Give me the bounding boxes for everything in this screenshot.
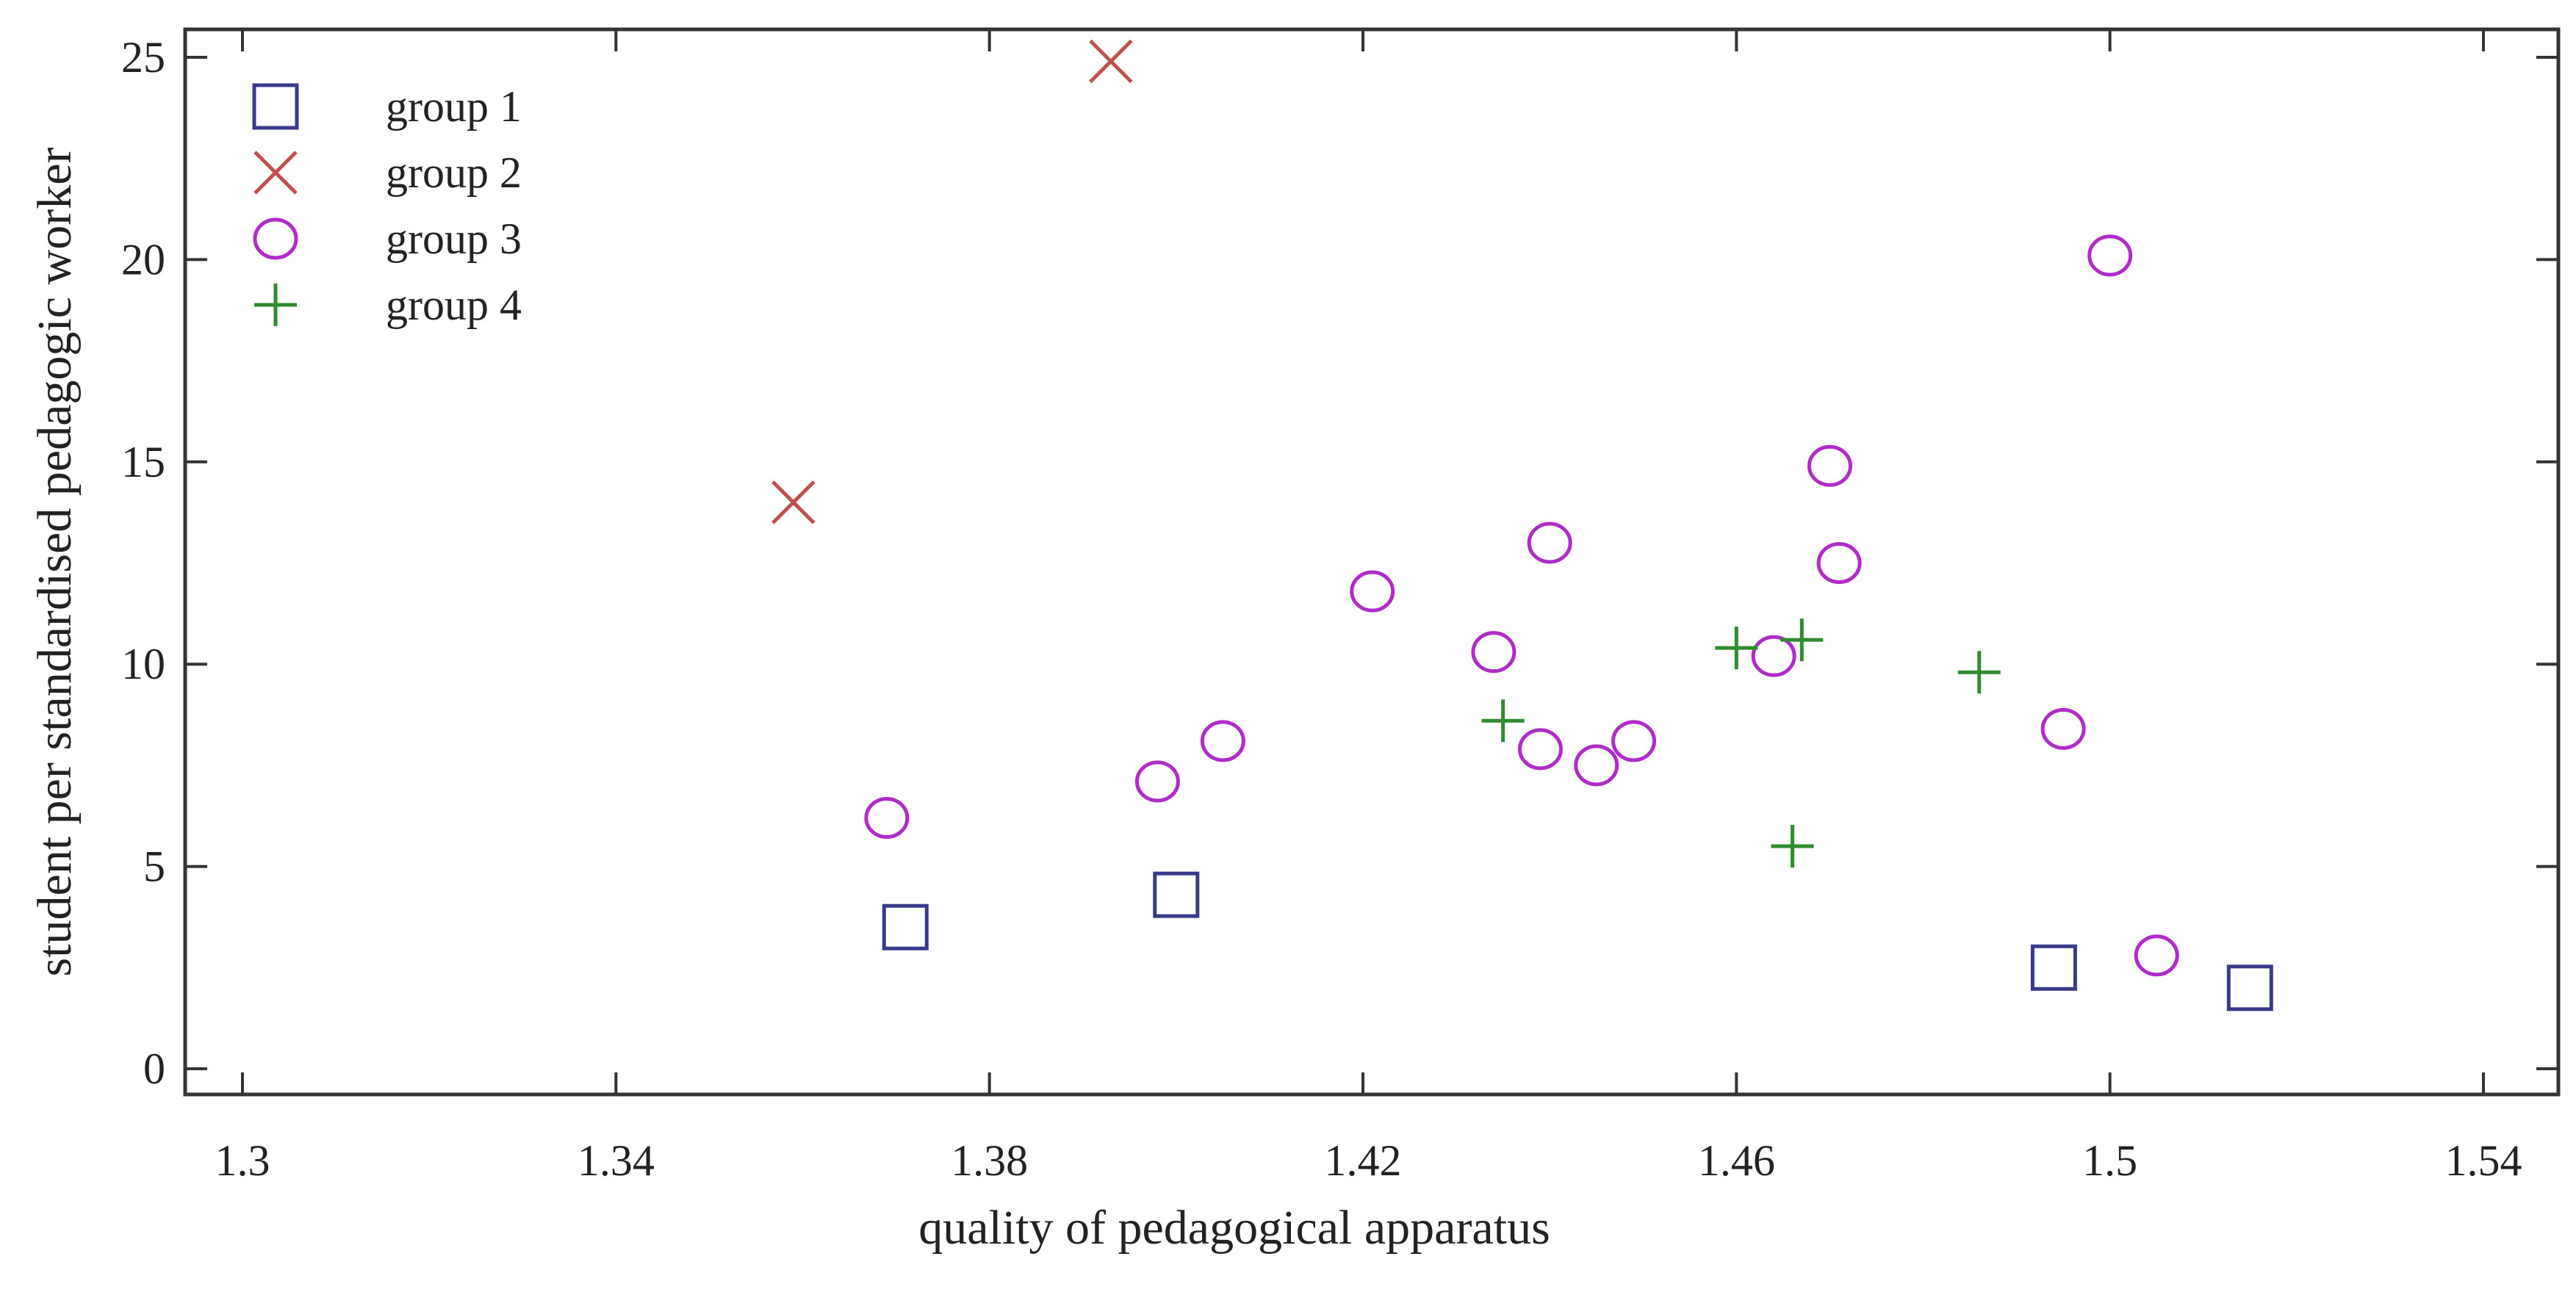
- y-tick-label: 10: [121, 640, 165, 688]
- x-tick-label: 1.34: [578, 1136, 655, 1185]
- data-point-group-3: [2134, 934, 2179, 977]
- data-point-group-3: [1350, 570, 1395, 613]
- data-markers: [771, 39, 2273, 1011]
- data-point-group-3: [1471, 631, 1517, 674]
- legend-marker-group-3: [253, 217, 298, 260]
- data-point-group-1: [2030, 944, 2077, 991]
- legend-label: group 1: [386, 82, 522, 131]
- data-point-group-4: [1780, 618, 1824, 662]
- x-tick-label: 1.54: [2445, 1136, 2522, 1185]
- data-point-group-3: [1611, 720, 1657, 762]
- legend-label: group 2: [386, 148, 522, 197]
- y-tick-label: 20: [121, 235, 165, 284]
- legend-label: group 3: [386, 214, 522, 263]
- data-point-group-3: [1517, 728, 1563, 771]
- x-axis-ticks: 1.3 1.34 1.38 1.42 1.46 1.5 1.54: [215, 29, 2522, 1185]
- y-tick-label: 25: [121, 33, 165, 82]
- x-tick-label: 1.38: [951, 1136, 1028, 1185]
- data-point-group-4: [1481, 699, 1525, 743]
- y-tick-label: 0: [143, 1045, 165, 1093]
- data-point-group-3: [1807, 444, 1852, 487]
- x-tick-label: 1.3: [215, 1136, 270, 1185]
- y-axis-ticks: 0 5 10 15 20 25: [121, 33, 2558, 1093]
- data-point-group-3: [2040, 707, 2086, 750]
- data-point-group-2: [771, 480, 816, 524]
- data-point-group-3: [1134, 760, 1180, 803]
- x-axis-label: quality of pedagogical apparatus: [918, 1201, 1550, 1255]
- x-tick-label: 1.42: [1325, 1136, 1402, 1185]
- data-point-group-3: [1200, 720, 1245, 762]
- data-point-group-1: [2226, 964, 2273, 1011]
- data-point-group-3: [1816, 542, 1862, 584]
- plot-frame: [183, 27, 2561, 1097]
- y-tick-label: 15: [121, 438, 165, 486]
- x-tick-label: 1.5: [2082, 1136, 2137, 1185]
- data-point-group-3: [1527, 522, 1572, 564]
- legend-marker-group-4: [254, 284, 297, 326]
- legend: group 1 group 2 group 3 group 4: [252, 82, 522, 329]
- data-point-group-4: [1771, 825, 1814, 868]
- legend-label: group 4: [386, 281, 522, 329]
- y-tick-label: 5: [143, 843, 165, 891]
- legend-marker-group-1: [252, 83, 299, 130]
- y-axis-label: student per standardised pedagogic worke…: [28, 148, 82, 977]
- data-point-group-1: [882, 903, 929, 950]
- data-point-group-1: [1153, 871, 1200, 918]
- legend-marker-group-2: [253, 151, 298, 195]
- data-point-group-2: [1089, 39, 1133, 84]
- data-point-group-4: [1715, 627, 1758, 670]
- data-point-group-3: [1574, 744, 1619, 787]
- data-point-group-4: [1957, 651, 2001, 694]
- data-point-group-3: [2087, 234, 2133, 277]
- data-point-group-3: [1751, 635, 1796, 677]
- x-tick-label: 1.46: [1698, 1136, 1775, 1185]
- data-point-group-3: [864, 797, 910, 840]
